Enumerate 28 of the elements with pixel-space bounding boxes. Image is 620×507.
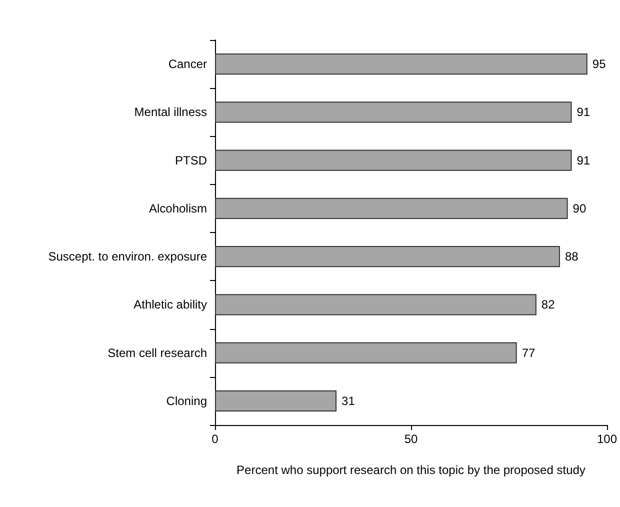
bar <box>215 342 517 364</box>
data-label: 31 <box>342 394 356 408</box>
bar <box>215 246 560 268</box>
y-tick-label: Mental illness <box>134 105 207 120</box>
x-tick-label: 0 <box>212 432 219 446</box>
data-label: 91 <box>576 105 590 120</box>
bar <box>215 294 536 316</box>
data-label: 77 <box>522 346 536 360</box>
bar <box>215 198 568 220</box>
data-label: 91 <box>576 153 590 168</box>
x-axis-title: Percent who support research on this topic by the proposed study <box>236 463 586 477</box>
data-label: 88 <box>564 250 579 264</box>
y-tick-label: Cloning <box>166 394 207 408</box>
y-tick-label: Athletic ability <box>134 298 207 312</box>
data-label: 95 <box>592 57 606 72</box>
y-tick-label: Cancer <box>168 57 207 72</box>
y-tick-label: Suscept. to environ. exposure <box>48 250 208 264</box>
data-label: 90 <box>572 201 586 216</box>
bar <box>215 390 337 412</box>
y-tick-label: Stem cell research <box>108 346 207 360</box>
y-tick-label: Alcoholism <box>148 201 207 216</box>
data-label: 82 <box>541 298 556 312</box>
bar <box>215 150 572 171</box>
x-tick-label: 50 <box>404 432 418 446</box>
x-tick-label: 100 <box>596 432 618 446</box>
bar <box>215 53 588 75</box>
y-tick-label: PTSD <box>174 153 208 168</box>
bar <box>215 102 572 123</box>
